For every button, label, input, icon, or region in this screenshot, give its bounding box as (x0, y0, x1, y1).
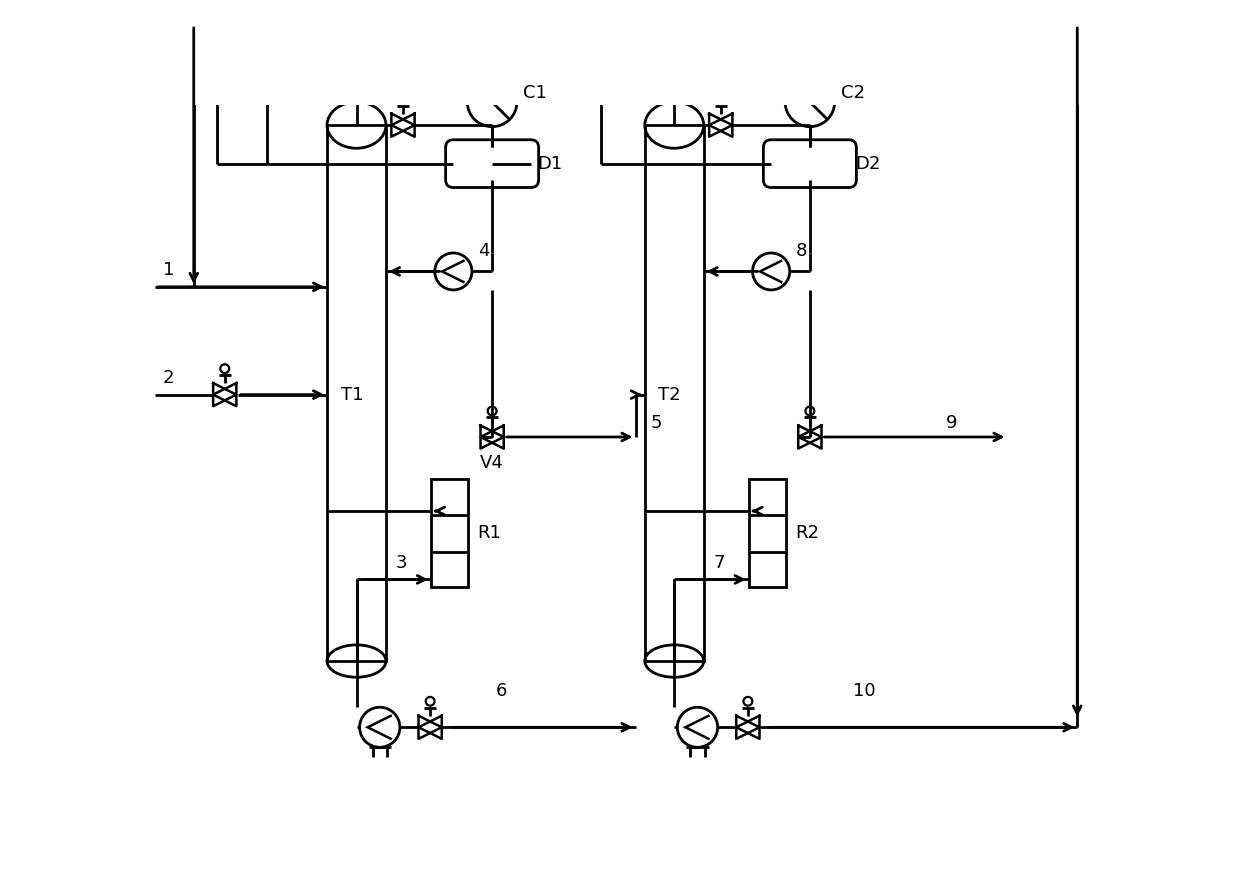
Text: R2: R2 (795, 524, 820, 542)
Bar (432, 479, 469, 587)
Text: 6: 6 (496, 682, 507, 701)
Text: D1: D1 (537, 155, 562, 173)
Text: T2: T2 (658, 385, 681, 404)
Text: C1: C1 (523, 84, 547, 102)
Text: R1: R1 (477, 524, 501, 542)
Text: D2: D2 (854, 155, 880, 173)
Bar (327, 125, 386, 661)
Text: V4: V4 (480, 454, 505, 472)
Text: 2: 2 (162, 369, 175, 387)
Bar (749, 479, 786, 587)
Text: T1: T1 (341, 385, 363, 404)
Text: 9: 9 (946, 413, 957, 432)
Text: 5: 5 (651, 413, 662, 432)
Text: 3: 3 (396, 554, 408, 572)
Text: 4: 4 (479, 242, 490, 260)
Text: 10: 10 (853, 682, 875, 701)
Text: 7: 7 (714, 554, 725, 572)
Text: C2: C2 (841, 84, 864, 102)
Bar (645, 125, 704, 661)
Text: 1: 1 (162, 261, 174, 279)
Text: 8: 8 (796, 242, 807, 260)
